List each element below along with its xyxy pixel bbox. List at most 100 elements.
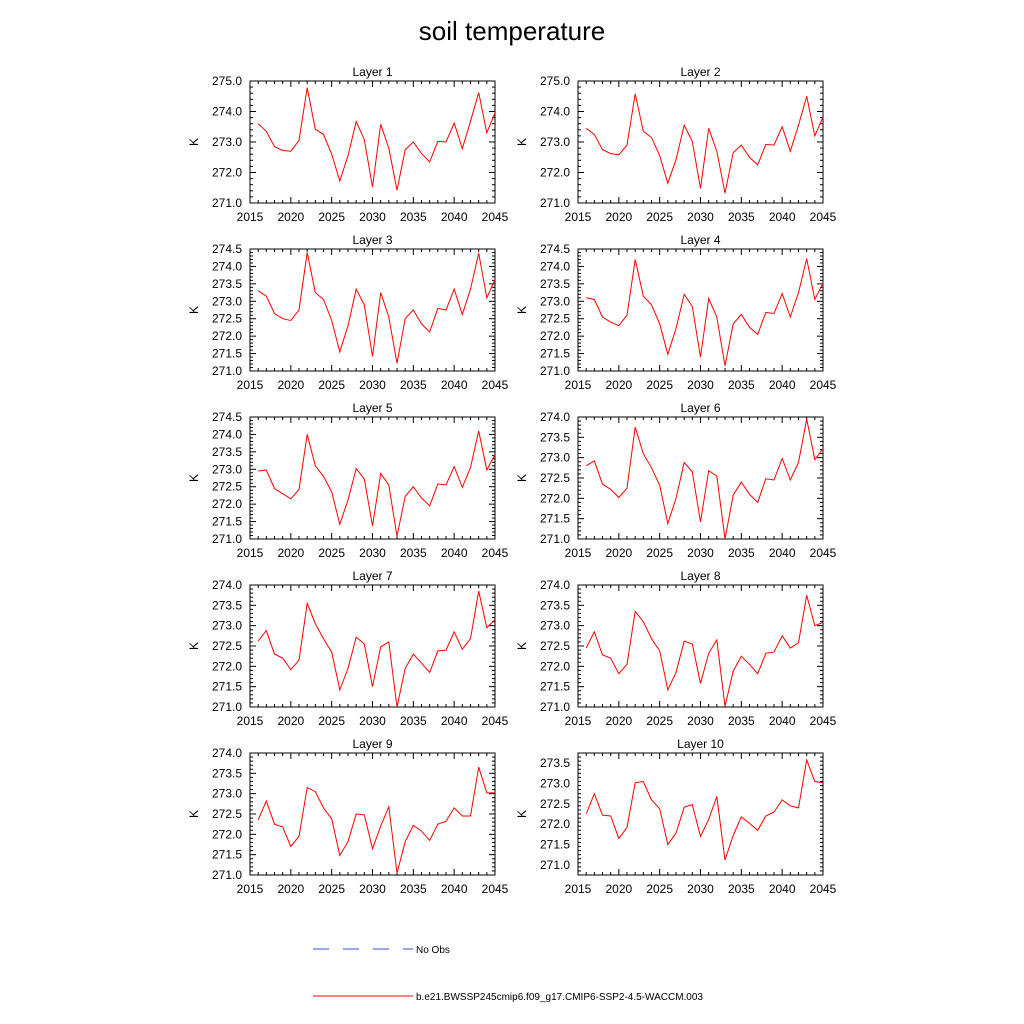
x-tick-label: 2025 bbox=[646, 882, 673, 896]
y-tick-label: 272.5 bbox=[540, 639, 570, 653]
y-tick-label: 272.0 bbox=[212, 497, 242, 511]
x-tick-label: 2025 bbox=[646, 210, 673, 224]
panel-title: Layer 7 bbox=[352, 569, 392, 583]
x-tick-label: 2040 bbox=[441, 378, 468, 392]
plot-frame bbox=[249, 752, 496, 876]
x-tick-label: 2015 bbox=[237, 714, 264, 728]
x-tick-label: 2025 bbox=[318, 546, 345, 560]
x-tick-label: 2025 bbox=[646, 378, 673, 392]
y-tick-label: 272.0 bbox=[540, 659, 570, 673]
x-tick-label: 2015 bbox=[565, 210, 592, 224]
x-tick-label: 2030 bbox=[687, 210, 714, 224]
x-tick-label: 2040 bbox=[441, 546, 468, 560]
x-tick-label: 2015 bbox=[565, 546, 592, 560]
x-tick-label: 2035 bbox=[400, 546, 427, 560]
y-axis-label: K bbox=[515, 810, 529, 818]
y-axis-label: K bbox=[187, 474, 201, 482]
x-tick-label: 2030 bbox=[359, 378, 386, 392]
panel-layer-6: Layer 6 K 271.0 271.5 272.0 272.5 273.0 273.5 27… bbox=[515, 401, 837, 560]
y-tick-label: 272.0 bbox=[540, 166, 570, 180]
x-tick-label: 2030 bbox=[359, 714, 386, 728]
y-tick-label: 272.0 bbox=[540, 329, 570, 343]
y-tick-label: 272.5 bbox=[540, 471, 570, 485]
panel-title: Layer 10 bbox=[677, 737, 724, 751]
x-tick-label: 2035 bbox=[400, 210, 427, 224]
y-tick-label: 271.0 bbox=[540, 196, 570, 210]
x-tick-label: 2035 bbox=[400, 714, 427, 728]
x-tick-label: 2020 bbox=[277, 378, 304, 392]
x-tick-label: 2045 bbox=[482, 378, 509, 392]
y-tick-label: 274.0 bbox=[540, 410, 570, 424]
y-tick-label: 271.5 bbox=[540, 512, 570, 526]
panel-layer-5: Layer 5 K 271.0 271.5 272.0 272.5 273.0 273.5 27… bbox=[187, 401, 509, 560]
y-tick-label: 274.0 bbox=[212, 259, 242, 273]
y-tick-label: 273.5 bbox=[212, 445, 242, 459]
y-tick-label: 273.0 bbox=[212, 787, 242, 801]
y-axis-label: K bbox=[515, 474, 529, 482]
y-tick-label: 273.0 bbox=[540, 777, 570, 791]
y-tick-label: 273.0 bbox=[540, 135, 570, 149]
panels: Layer 1 K 271.0 272.0 273.0 274.0 275.0 2015 202… bbox=[187, 65, 837, 896]
y-axis-label: K bbox=[515, 138, 529, 146]
x-tick-label: 2030 bbox=[359, 210, 386, 224]
x-tick-label: 2015 bbox=[565, 714, 592, 728]
x-tick-label: 2020 bbox=[605, 378, 632, 392]
panel-title: Layer 4 bbox=[680, 233, 720, 247]
y-tick-label: 271.5 bbox=[212, 848, 242, 862]
plot-frame bbox=[577, 248, 824, 372]
y-tick-label: 272.0 bbox=[212, 659, 242, 673]
panel-title: Layer 8 bbox=[680, 569, 720, 583]
y-axis-label: K bbox=[187, 642, 201, 650]
x-tick-label: 2025 bbox=[318, 378, 345, 392]
y-tick-label: 272.5 bbox=[212, 639, 242, 653]
x-tick-label: 2040 bbox=[769, 546, 796, 560]
legend: No Obs b.e21.BWSSP245cmip6.f09_g17.CMIP6… bbox=[313, 945, 703, 1003]
y-tick-label: 273.5 bbox=[540, 430, 570, 444]
y-tick-label: 272.5 bbox=[540, 797, 570, 811]
x-tick-label: 2020 bbox=[277, 210, 304, 224]
y-tick-label: 271.0 bbox=[212, 196, 242, 210]
x-tick-label: 2035 bbox=[728, 378, 755, 392]
x-tick-label: 2015 bbox=[565, 882, 592, 896]
y-tick-label: 273.5 bbox=[212, 277, 242, 291]
panel-layer-2: Layer 2 K 271.0 272.0 273.0 274.0 275.0 2015 202… bbox=[515, 65, 837, 224]
x-tick-label: 2025 bbox=[646, 714, 673, 728]
x-tick-label: 2045 bbox=[482, 210, 509, 224]
panel-title: Layer 9 bbox=[352, 737, 392, 751]
y-tick-label: 273.0 bbox=[212, 619, 242, 633]
panel-title: Layer 2 bbox=[680, 65, 720, 79]
x-tick-label: 2015 bbox=[237, 882, 264, 896]
plot-frame bbox=[249, 584, 496, 708]
y-tick-label: 272.5 bbox=[212, 480, 242, 494]
x-tick-label: 2025 bbox=[318, 882, 345, 896]
y-axis-label: K bbox=[515, 642, 529, 650]
x-tick-label: 2040 bbox=[441, 714, 468, 728]
y-tick-label: 272.0 bbox=[212, 329, 242, 343]
x-tick-label: 2015 bbox=[237, 378, 264, 392]
x-tick-label: 2015 bbox=[565, 378, 592, 392]
y-tick-label: 271.5 bbox=[540, 680, 570, 694]
y-axis-label: K bbox=[187, 138, 201, 146]
y-tick-label: 274.0 bbox=[212, 578, 242, 592]
panel-layer-10: Layer 10 K 271.0 271.5 272.0 272.5 273.0 273.5 2… bbox=[515, 737, 837, 896]
series-line-model bbox=[257, 590, 496, 708]
y-tick-label: 271.5 bbox=[212, 347, 242, 361]
x-tick-label: 2020 bbox=[605, 210, 632, 224]
y-tick-label: 273.0 bbox=[212, 462, 242, 476]
y-tick-label: 272.5 bbox=[212, 807, 242, 821]
y-tick-label: 271.0 bbox=[212, 364, 242, 378]
x-tick-label: 2045 bbox=[810, 714, 837, 728]
y-tick-label: 271.0 bbox=[212, 700, 242, 714]
y-tick-label: 271.0 bbox=[540, 700, 570, 714]
x-tick-label: 2035 bbox=[400, 882, 427, 896]
panel-layer-1: Layer 1 K 271.0 272.0 273.0 274.0 275.0 2015 202… bbox=[187, 65, 509, 224]
panel-layer-8: Layer 8 K 271.0 271.5 272.0 272.5 273.0 273.5 27… bbox=[515, 569, 837, 728]
y-axis-label: K bbox=[515, 306, 529, 314]
series-line-model bbox=[585, 595, 824, 707]
y-tick-label: 275.0 bbox=[540, 74, 570, 88]
y-tick-label: 271.5 bbox=[540, 838, 570, 852]
panel-layer-9: Layer 9 K 271.0 271.5 272.0 272.5 273.0 273.5 27… bbox=[187, 737, 509, 896]
x-tick-label: 2025 bbox=[318, 210, 345, 224]
x-tick-label: 2035 bbox=[728, 882, 755, 896]
